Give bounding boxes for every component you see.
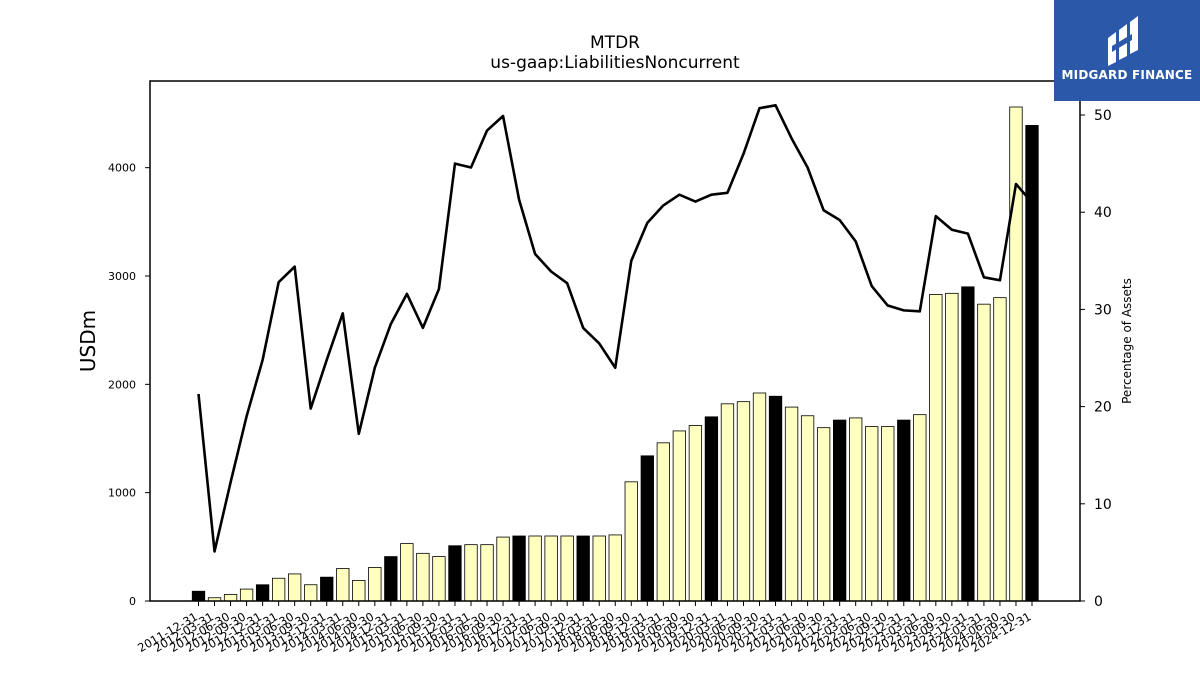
bar: [913, 414, 927, 602]
bar: [800, 415, 815, 602]
bar: [640, 455, 654, 602]
bar: [432, 556, 446, 602]
y2-tick-label: 50: [1094, 108, 1112, 124]
y-tick-label: 2000: [108, 378, 136, 391]
bar: [560, 535, 574, 602]
bar: [833, 419, 847, 602]
midgard-logo-icon: [1108, 16, 1138, 66]
bar: [720, 403, 735, 602]
y-tick-label: 1000: [108, 487, 136, 500]
bar: [255, 584, 270, 602]
bar: [624, 481, 638, 602]
bar: [961, 286, 975, 602]
bar: [881, 426, 895, 602]
bar: [672, 430, 687, 602]
bar: [897, 419, 911, 602]
bar: [271, 577, 286, 602]
bar: [544, 535, 558, 602]
bar: [977, 303, 991, 602]
bar: [191, 590, 206, 602]
bar: [865, 426, 879, 602]
axes-group: 01000200030004000010203040502011-12-3120…: [108, 108, 1112, 655]
y2-axis-label: Percentage of Assets: [1120, 278, 1134, 404]
bar: [704, 416, 719, 602]
bar: [752, 392, 767, 602]
bar: [736, 401, 751, 602]
y2-tick-label: 40: [1094, 205, 1112, 221]
bar: [576, 535, 590, 602]
bar: [448, 545, 462, 602]
bar: [512, 535, 526, 602]
brand-logo: MIDGARD FINANCE: [1054, 0, 1200, 101]
y2-tick-label: 10: [1094, 497, 1112, 513]
bar: [368, 567, 382, 602]
bar: [384, 556, 398, 602]
bar: [1009, 106, 1023, 602]
bar: [416, 552, 430, 602]
y-tick-label: 0: [129, 595, 136, 608]
bar: [688, 425, 703, 602]
bar: [352, 580, 366, 602]
plot-frame: [149, 80, 1081, 602]
bar: [400, 543, 414, 602]
y-axis-label: USDm: [76, 310, 100, 372]
bar: [304, 584, 318, 602]
bars-group: [191, 106, 1039, 602]
line-group: [197, 104, 1033, 553]
bar: [528, 535, 542, 602]
bar: [784, 406, 799, 602]
bar: [336, 568, 350, 602]
bar: [288, 573, 302, 602]
bar: [768, 395, 783, 602]
bar: [656, 442, 670, 602]
bar: [945, 292, 959, 602]
percentage-line: [197, 104, 1033, 553]
bar: [223, 594, 238, 602]
bar: [608, 534, 622, 602]
bar: [816, 427, 831, 602]
bar: [480, 544, 494, 602]
y2-tick-label: 20: [1094, 400, 1112, 416]
bar: [239, 588, 254, 602]
bar: [464, 544, 478, 602]
chart-title: MTDR: [590, 33, 640, 53]
y-tick-label: 3000: [108, 270, 136, 283]
bar: [320, 576, 334, 602]
bar: [592, 535, 606, 602]
y2-tick-label: 30: [1094, 302, 1112, 318]
chart-subtitle: us-gaap:LiabilitiesNoncurrent: [490, 53, 740, 73]
bar: [496, 536, 510, 602]
bar: [929, 294, 943, 602]
bar: [993, 297, 1007, 602]
bar: [849, 417, 863, 602]
y2-tick-label: 0: [1094, 594, 1103, 610]
y-tick-label: 4000: [108, 162, 136, 175]
logo-text: MIDGARD FINANCE: [1061, 68, 1193, 82]
